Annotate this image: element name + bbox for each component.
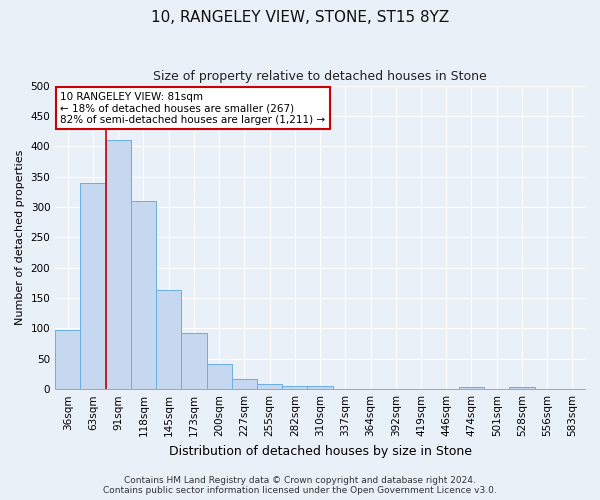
Bar <box>257 384 282 389</box>
Bar <box>156 290 181 389</box>
X-axis label: Distribution of detached houses by size in Stone: Distribution of detached houses by size … <box>169 444 472 458</box>
Bar <box>55 330 80 389</box>
Bar <box>206 364 232 389</box>
Bar <box>181 332 206 389</box>
Title: Size of property relative to detached houses in Stone: Size of property relative to detached ho… <box>153 70 487 83</box>
Bar <box>307 386 332 389</box>
Y-axis label: Number of detached properties: Number of detached properties <box>15 150 25 325</box>
Text: 10, RANGELEY VIEW, STONE, ST15 8YZ: 10, RANGELEY VIEW, STONE, ST15 8YZ <box>151 10 449 25</box>
Text: Contains HM Land Registry data © Crown copyright and database right 2024.
Contai: Contains HM Land Registry data © Crown c… <box>103 476 497 495</box>
Bar <box>509 387 535 389</box>
Bar <box>80 182 106 389</box>
Bar <box>459 387 484 389</box>
Bar <box>106 140 131 389</box>
Bar <box>282 386 307 389</box>
Bar <box>232 380 257 389</box>
Text: 10 RANGELEY VIEW: 81sqm
← 18% of detached houses are smaller (267)
82% of semi-d: 10 RANGELEY VIEW: 81sqm ← 18% of detache… <box>61 92 326 125</box>
Bar <box>131 201 156 389</box>
